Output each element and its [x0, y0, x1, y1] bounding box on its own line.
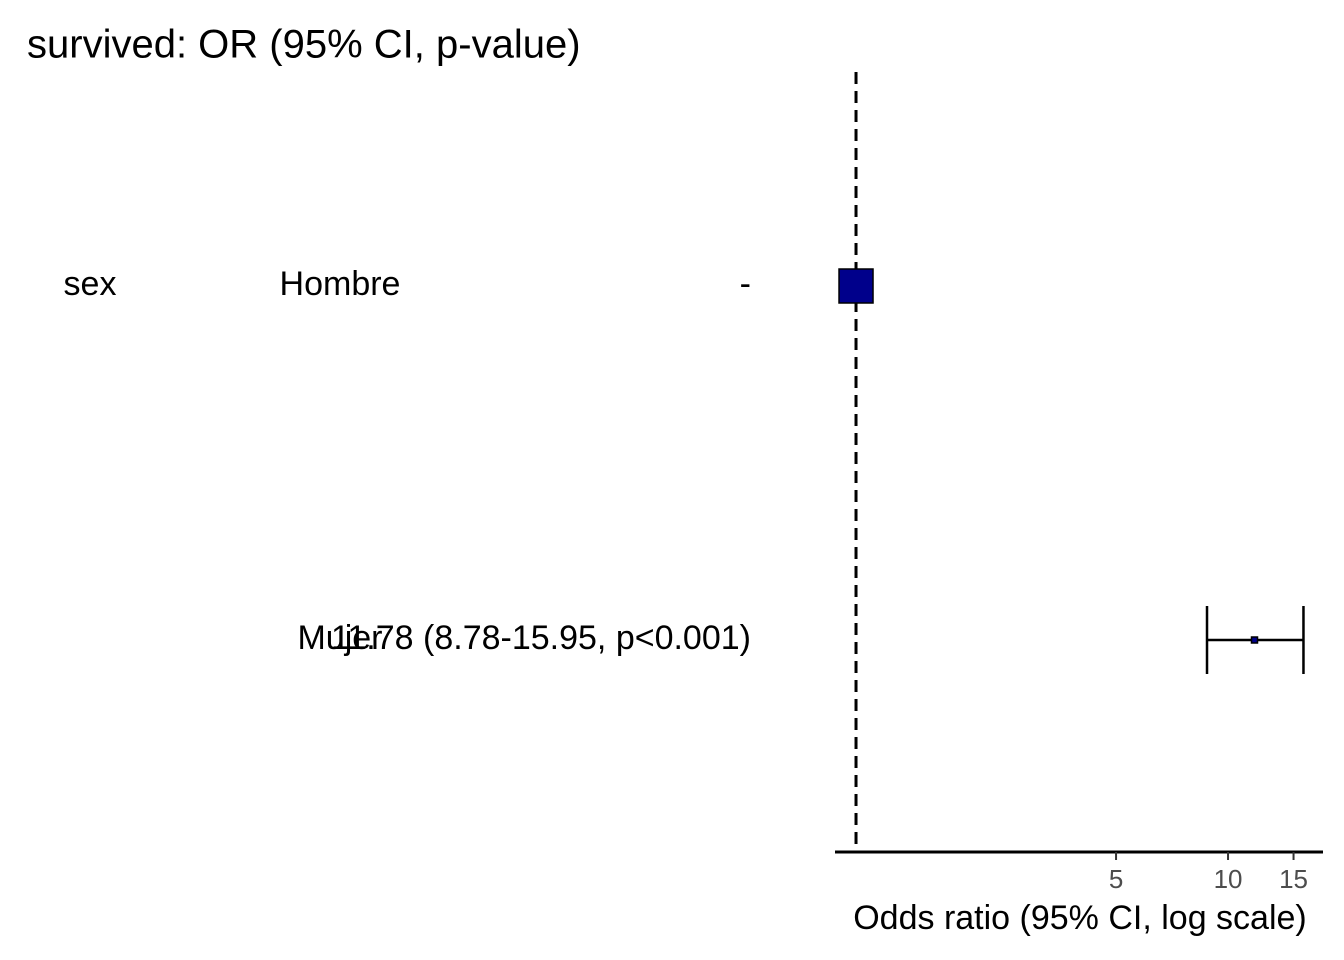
x-tick-label: 10 [1214, 864, 1243, 894]
or-text: - [740, 265, 751, 303]
level-label: Hombre [280, 265, 401, 303]
level-label: Mujer [297, 619, 382, 657]
chart-title: survived: OR (95% CI, p-value) [27, 23, 581, 67]
point-estimate [838, 268, 874, 304]
variable-label: sex [64, 265, 117, 303]
x-tick-label: 15 [1279, 864, 1308, 894]
point-estimate [1250, 636, 1259, 644]
or-text: 11.78 (8.78-15.95, p<0.001) [331, 619, 751, 657]
x-axis-label: Odds ratio (95% CI, log scale) [853, 899, 1307, 937]
x-tick-label: 5 [1109, 864, 1123, 894]
